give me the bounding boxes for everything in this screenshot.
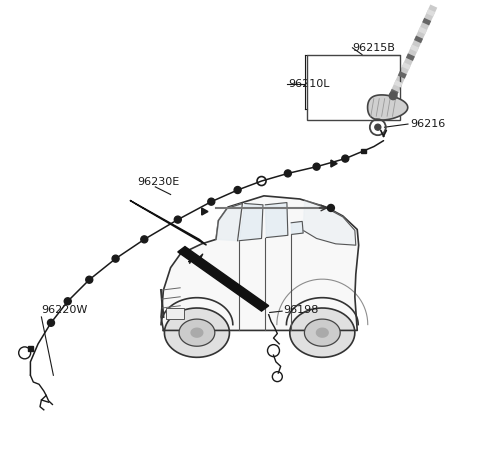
Circle shape bbox=[141, 236, 148, 243]
Circle shape bbox=[284, 170, 291, 177]
Polygon shape bbox=[165, 308, 229, 357]
Bar bbox=[307, 54, 400, 120]
Polygon shape bbox=[291, 221, 303, 234]
Circle shape bbox=[64, 298, 71, 305]
Polygon shape bbox=[130, 200, 206, 245]
Polygon shape bbox=[179, 319, 215, 346]
Circle shape bbox=[48, 320, 54, 326]
Polygon shape bbox=[331, 160, 337, 167]
Polygon shape bbox=[161, 196, 359, 330]
Text: 96210L: 96210L bbox=[288, 79, 329, 89]
Circle shape bbox=[234, 186, 241, 194]
Circle shape bbox=[208, 198, 215, 205]
Polygon shape bbox=[290, 308, 355, 357]
Text: 96230E: 96230E bbox=[137, 177, 180, 187]
Polygon shape bbox=[316, 328, 328, 337]
Polygon shape bbox=[191, 328, 203, 337]
Circle shape bbox=[112, 255, 119, 262]
Circle shape bbox=[313, 163, 320, 170]
Bar bbox=[166, 308, 184, 319]
Text: 96215B: 96215B bbox=[352, 43, 396, 53]
Circle shape bbox=[327, 204, 335, 212]
Circle shape bbox=[86, 276, 93, 283]
Circle shape bbox=[389, 92, 397, 99]
Polygon shape bbox=[178, 247, 269, 311]
Polygon shape bbox=[216, 203, 242, 241]
Text: 96220W: 96220W bbox=[41, 305, 88, 315]
Polygon shape bbox=[239, 203, 263, 241]
Polygon shape bbox=[265, 202, 288, 238]
Polygon shape bbox=[304, 319, 340, 346]
Circle shape bbox=[342, 155, 349, 162]
Polygon shape bbox=[368, 95, 408, 120]
Text: 96216: 96216 bbox=[410, 119, 445, 129]
Polygon shape bbox=[202, 208, 208, 215]
Text: 96198: 96198 bbox=[283, 305, 318, 315]
Polygon shape bbox=[303, 200, 356, 245]
Circle shape bbox=[174, 216, 181, 223]
Bar bbox=[28, 346, 33, 351]
Circle shape bbox=[375, 124, 381, 130]
Bar bbox=[361, 149, 366, 153]
